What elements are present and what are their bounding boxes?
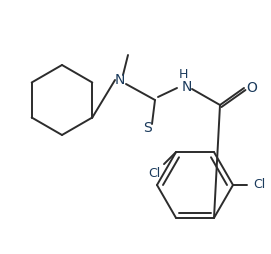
Text: O: O xyxy=(247,81,257,95)
Text: S: S xyxy=(144,121,152,135)
Text: Cl: Cl xyxy=(148,167,160,180)
Text: Cl: Cl xyxy=(253,179,265,192)
Text: N: N xyxy=(115,73,125,87)
Text: N: N xyxy=(182,80,192,94)
Text: H: H xyxy=(178,69,188,82)
